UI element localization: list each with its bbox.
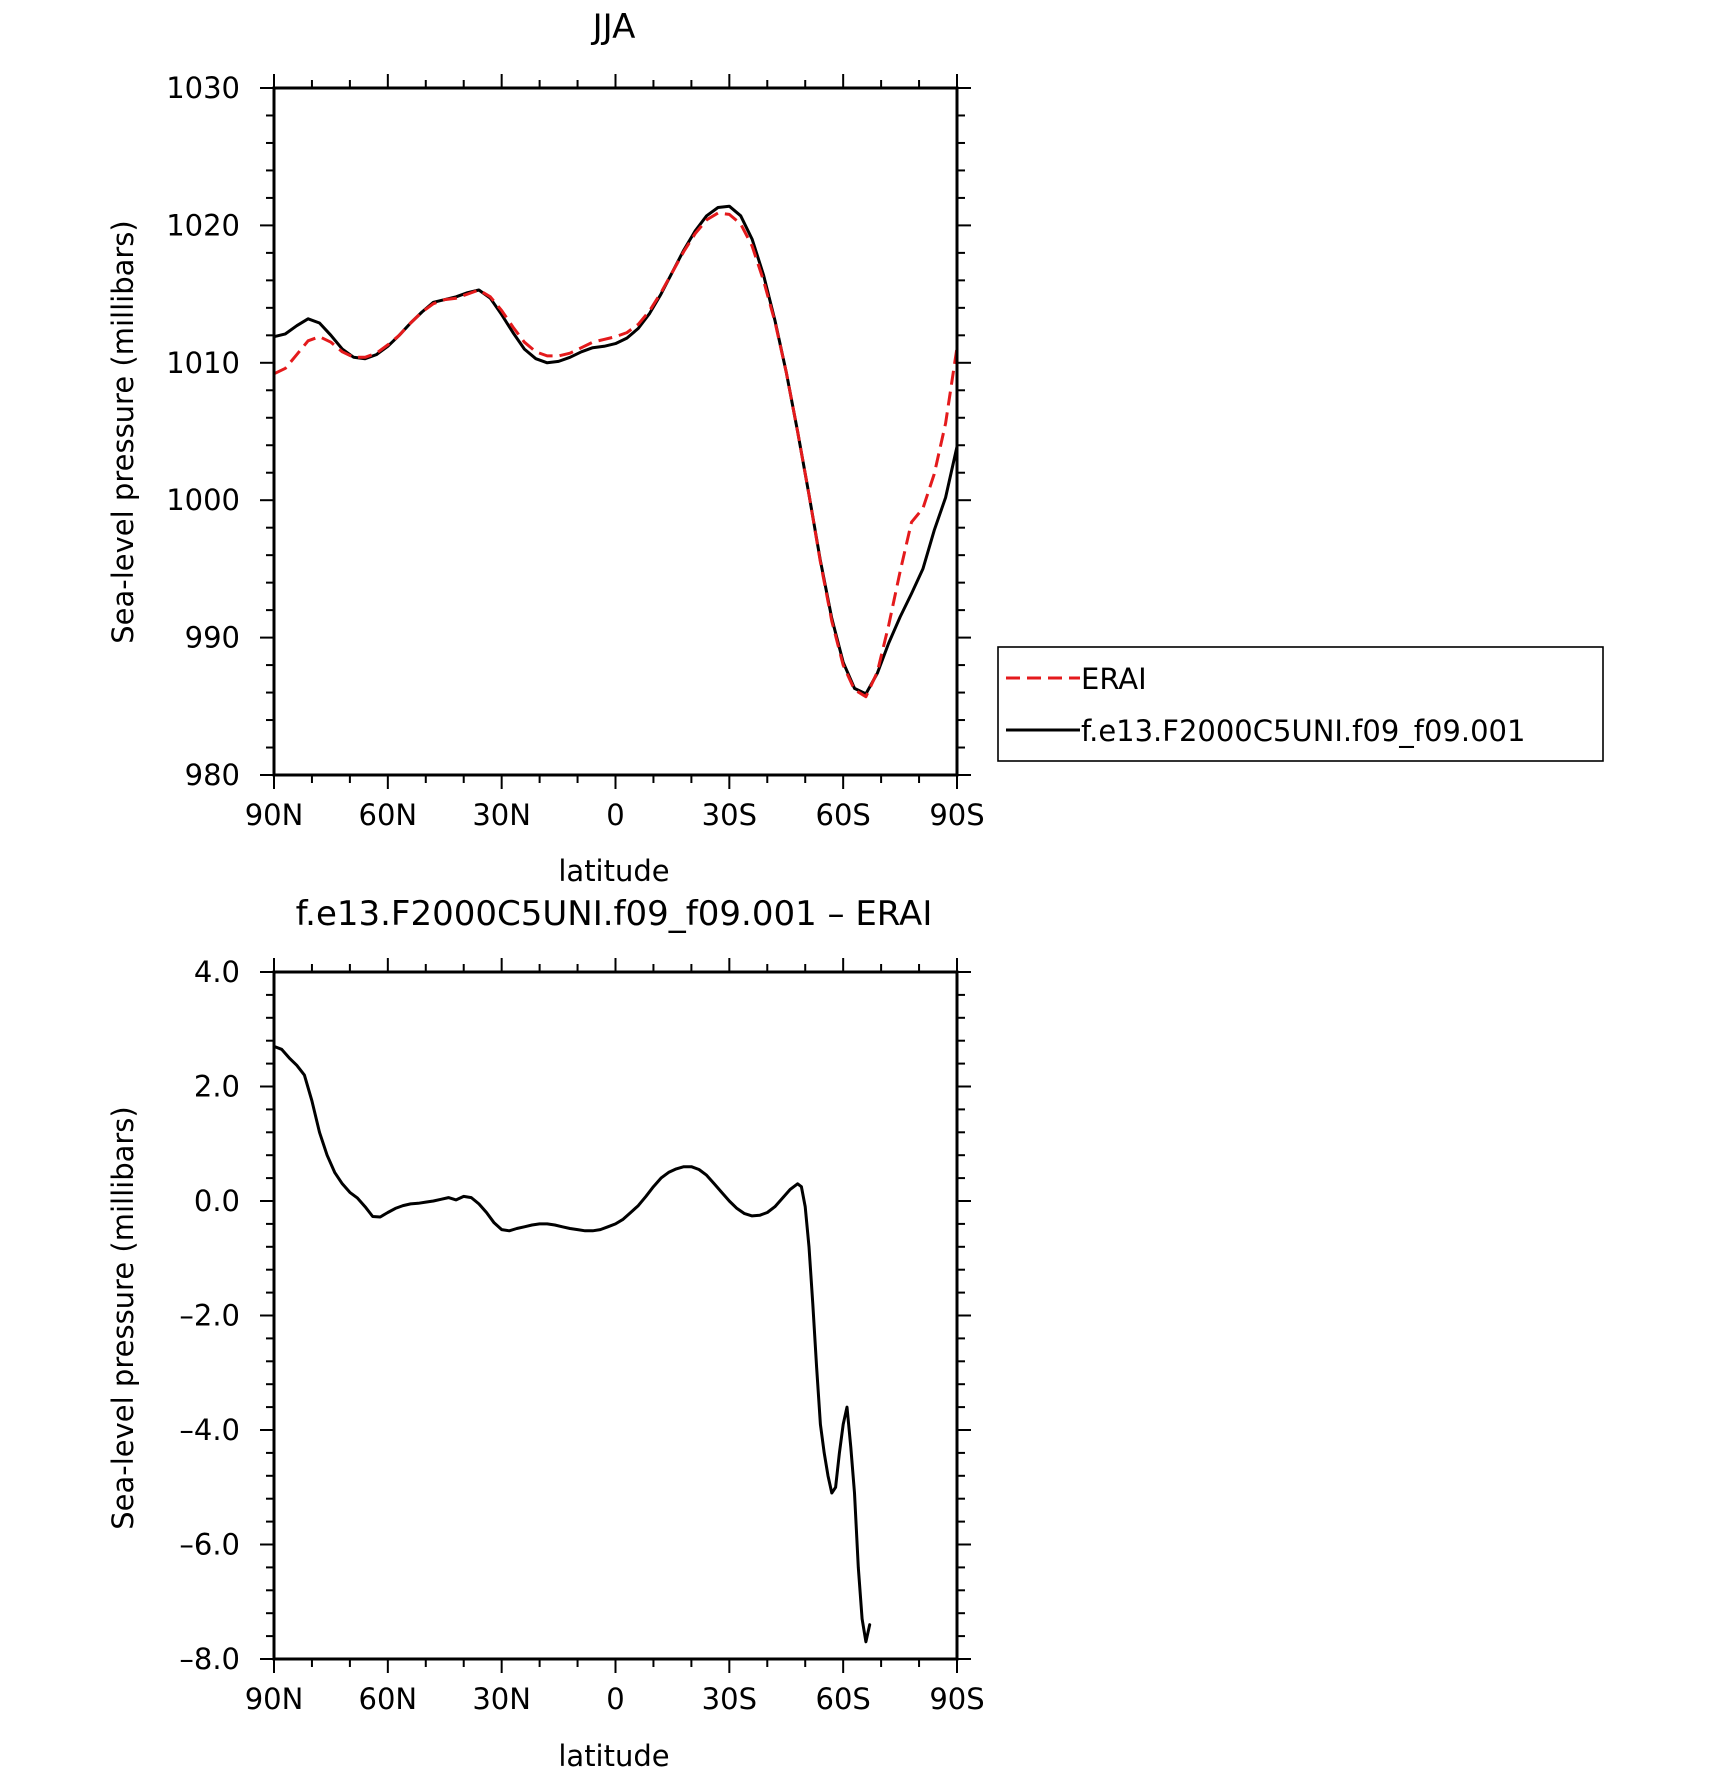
x-tick-label: 90S bbox=[929, 798, 984, 832]
y-tick-label: 1010 bbox=[166, 346, 240, 380]
x-tick-label: 30S bbox=[702, 1682, 757, 1716]
legend-label-erai: ERAI bbox=[1081, 662, 1147, 696]
top-tick-labels: 90N 60N 30N 0 30S 60S 90S 1030 1020 1010 1000 990 98… bbox=[166, 71, 984, 832]
y-tick-label: –4.0 bbox=[179, 1413, 240, 1447]
x-tick-label: 30N bbox=[472, 1682, 531, 1716]
bottom-plot-frame bbox=[272, 970, 959, 1661]
y-tick-label: –6.0 bbox=[179, 1528, 240, 1562]
top-series bbox=[272, 204, 959, 699]
legend-box bbox=[997, 646, 1604, 762]
bottom-tick-labels: 90N 60N 30N 0 30S 60S 90S 4.0 2.0 0.0 –2.0 –4.0 –6.0… bbox=[179, 955, 984, 1716]
legend: ERAI f.e13.F2000C5UNI.f09_f09.001 bbox=[997, 646, 1604, 762]
y-tick-label: 990 bbox=[185, 621, 240, 655]
x-tick-label: 60S bbox=[816, 1682, 871, 1716]
x-tick-label: 90S bbox=[929, 1682, 984, 1716]
y-tick-label: 980 bbox=[185, 758, 240, 792]
x-tick-label: 30N bbox=[472, 798, 531, 832]
y-tick-label: 0.0 bbox=[194, 1184, 240, 1218]
x-tick-label: 60N bbox=[359, 1682, 418, 1716]
top-plot-title: JJA bbox=[591, 7, 636, 47]
x-tick-label: 30S bbox=[702, 798, 757, 832]
x-tick-label: 60S bbox=[816, 798, 871, 832]
top-series-line-0 bbox=[273, 211, 959, 699]
y-tick-label: 1030 bbox=[166, 71, 240, 105]
x-tick-label: 90N bbox=[245, 798, 304, 832]
y-tick-label: 4.0 bbox=[194, 955, 240, 989]
y-tick-label: 1020 bbox=[166, 208, 240, 242]
bottom-series bbox=[272, 1044, 872, 1644]
x-tick-label: 0 bbox=[606, 798, 624, 832]
x-tick-label: 90N bbox=[245, 1682, 304, 1716]
top-ticks bbox=[260, 74, 971, 789]
top-plot-frame bbox=[272, 86, 959, 777]
bottom-x-axis-title: latitude bbox=[558, 1739, 669, 1773]
top-x-axis-title: latitude bbox=[558, 854, 669, 888]
panel-top: JJA latitude Sea-level pressure (milliba… bbox=[106, 7, 985, 888]
top-series-line-1 bbox=[272, 204, 959, 696]
x-tick-label: 0 bbox=[606, 1682, 624, 1716]
y-tick-label: 1000 bbox=[166, 483, 240, 517]
y-tick-label: –2.0 bbox=[179, 1299, 240, 1333]
bottom-plot-title: f.e13.F2000C5UNI.f09_f09.001 – ERAI bbox=[296, 894, 933, 934]
top-y-axis-title: Sea-level pressure (millibars) bbox=[106, 220, 140, 643]
bottom-y-axis-title: Sea-level pressure (millibars) bbox=[106, 1106, 140, 1529]
panel-bottom: f.e13.F2000C5UNI.f09_f09.001 – ERAI lati… bbox=[106, 894, 985, 1773]
y-tick-label: 2.0 bbox=[194, 1070, 240, 1104]
x-tick-label: 60N bbox=[359, 798, 418, 832]
bottom-series-line-0 bbox=[272, 1044, 872, 1644]
y-tick-label: –8.0 bbox=[179, 1642, 240, 1676]
bottom-ticks bbox=[260, 958, 971, 1673]
legend-label-model: f.e13.F2000C5UNI.f09_f09.001 bbox=[1081, 714, 1525, 748]
